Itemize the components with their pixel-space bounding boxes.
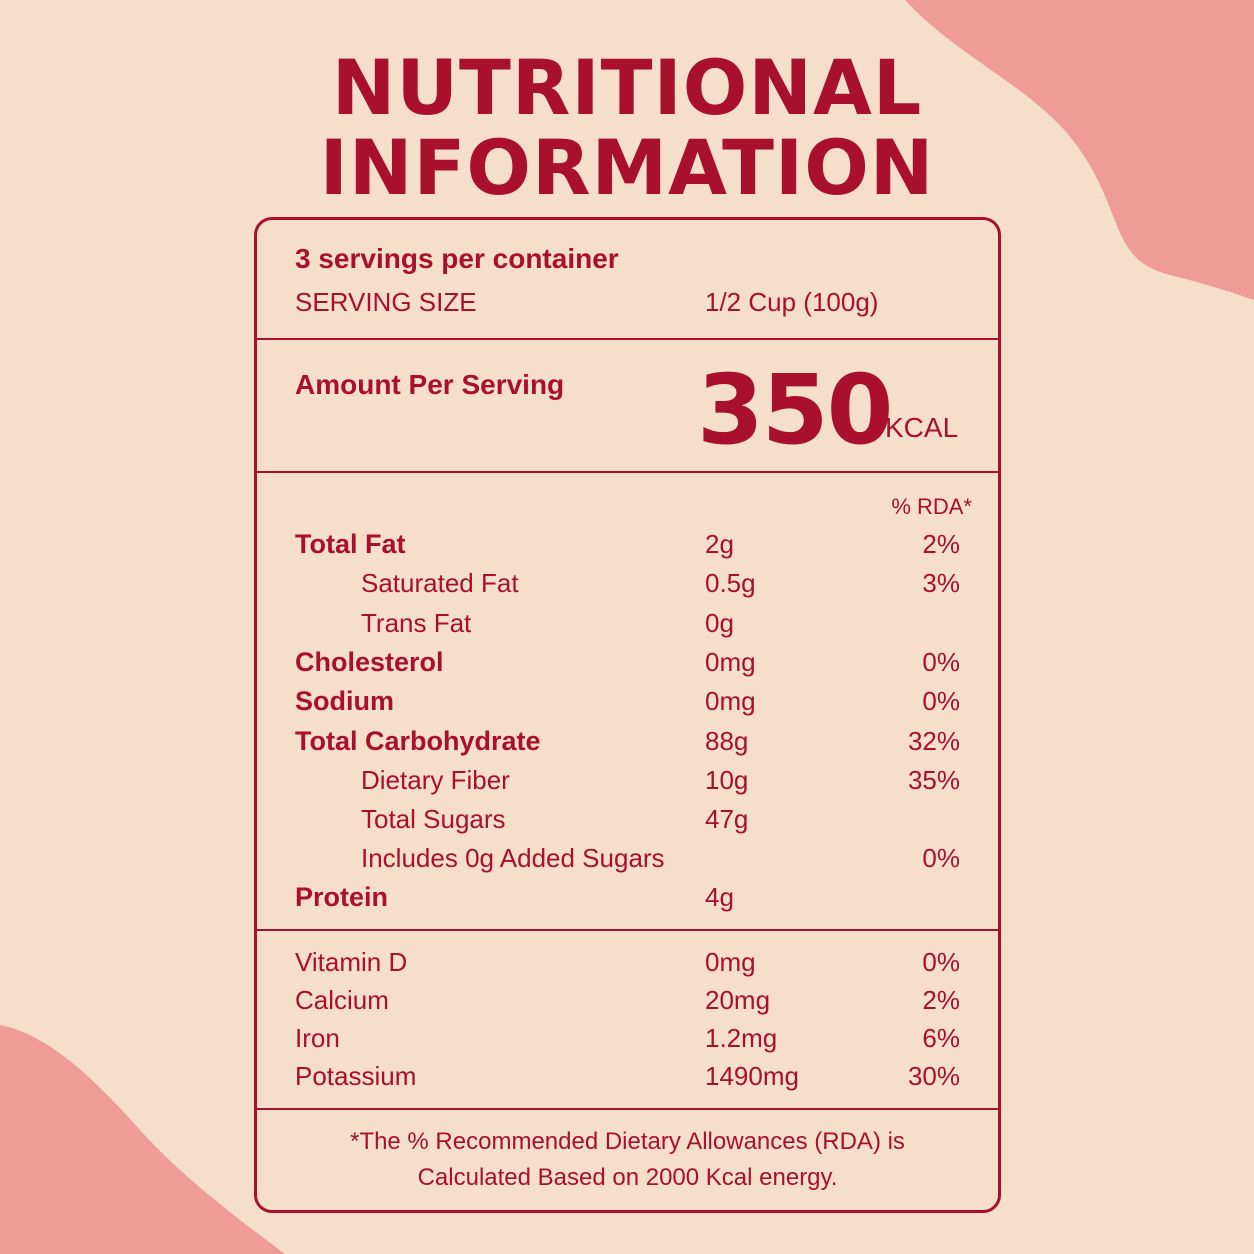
nutrient-amount: 0.5g [705, 568, 756, 598]
title-line-1: NUTRITIONAL [331, 43, 923, 132]
nutrient-name: Saturated Fat [361, 568, 519, 598]
divider [257, 929, 998, 931]
nutrient-name: Sodium [295, 686, 394, 716]
nutrient-name: Total Carbohydrate [295, 726, 541, 756]
mineral-rda: 6% [922, 1023, 960, 1053]
nutrient-name: Dietary Fiber [361, 765, 510, 795]
nutrient-amount: 10g [705, 765, 749, 795]
nutrient-name: Total Sugars [361, 804, 506, 834]
nutrient-rda: 2% [922, 529, 960, 559]
serving-size-label: SERVING SIZE [295, 287, 477, 317]
title-line-2: INFORMATION [319, 123, 935, 212]
mineral-name: Potassium [295, 1061, 417, 1091]
nutrient-name: Includes 0g Added Sugars [361, 843, 665, 873]
mineral-rda: 30% [907, 1061, 960, 1091]
nutrient-rda: 0% [922, 686, 960, 716]
mineral-name: Vitamin D [295, 947, 408, 977]
nutrient-amount: 88g [705, 726, 749, 756]
calories-value: 350 [697, 354, 893, 466]
nutrient-rda: 0% [922, 647, 960, 677]
divider [257, 338, 998, 340]
mineral-amount: 0mg [705, 947, 756, 977]
nutrient-amount: 4g [705, 882, 734, 912]
nutrient-amount: 0g [705, 608, 734, 638]
mineral-amount: 1490mg [705, 1061, 799, 1091]
serving-size-value: 1/2 Cup (100g) [705, 287, 879, 317]
divider [257, 1108, 998, 1110]
mineral-amount: 20mg [705, 985, 771, 1015]
rda-footnote: *The % Recommended Dietary Allowances (R… [257, 1124, 998, 1196]
nutrient-amount: 47g [705, 804, 749, 834]
footnote-line-1: *The % Recommended Dietary Allowances (R… [350, 1128, 905, 1155]
mineral-amount: 1.2mg [705, 1023, 778, 1053]
mineral-name: Iron [295, 1023, 340, 1053]
nutrient-rda: 0% [922, 843, 960, 873]
servings-per-container: 3 servings per container [295, 243, 619, 274]
mineral-rda: 0% [922, 947, 960, 977]
nutrient-amount: 0mg [705, 686, 756, 716]
nutrient-name: Cholesterol [295, 647, 444, 677]
footnote-line-2: Calculated Based on 2000 Kcal energy. [417, 1164, 838, 1191]
nutrient-amount: 0mg [705, 647, 756, 677]
nutrient-rda: 32% [907, 726, 960, 756]
mineral-name: Calcium [295, 985, 389, 1015]
rda-header: % RDA* [891, 494, 972, 519]
nutrient-name: Trans Fat [361, 608, 472, 638]
nutrient-rda: 35% [907, 765, 960, 795]
amount-per-serving-label: Amount Per Serving [295, 369, 565, 400]
page-title: NUTRITIONAL INFORMATION [0, 48, 1254, 208]
mineral-rda: 2% [922, 985, 960, 1015]
nutrition-facts-panel: 3 servings per container SERVING SIZE 1/… [254, 217, 1001, 1213]
calories-unit: KCAL [885, 412, 959, 443]
nutrient-name: Protein [295, 882, 389, 912]
divider [257, 471, 998, 473]
nutrient-amount: 2g [705, 529, 734, 559]
nutrient-rda: 3% [922, 568, 960, 598]
nutrient-name: Total Fat [295, 529, 406, 559]
